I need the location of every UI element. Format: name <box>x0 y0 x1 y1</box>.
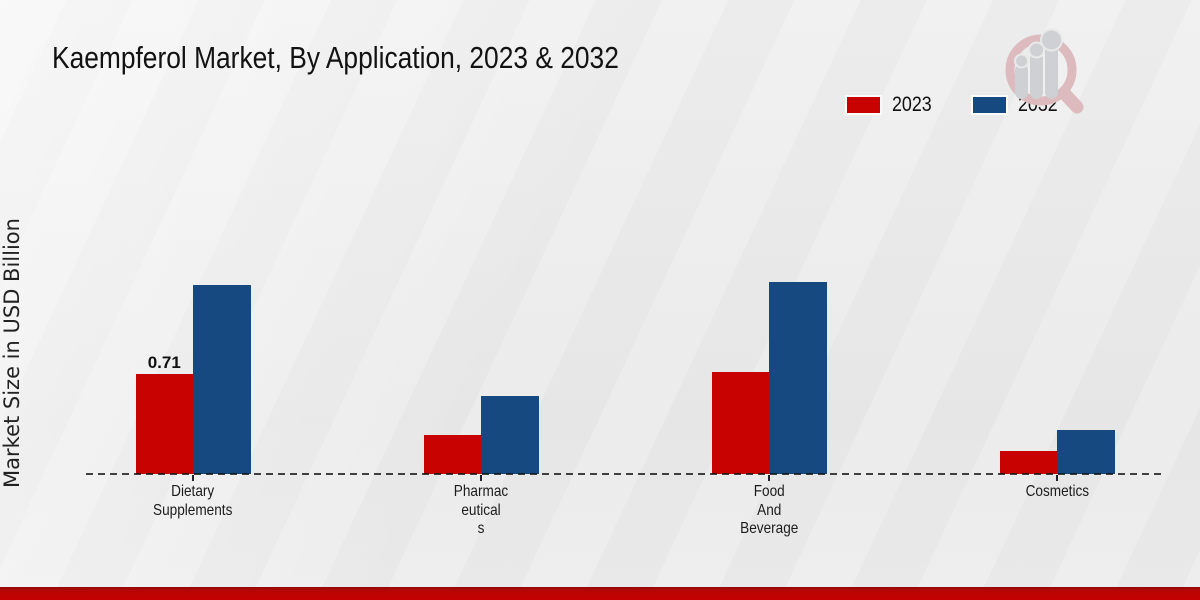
legend-item-2023: 2023 <box>845 94 939 115</box>
legend-label-2023: 2023 <box>892 93 932 116</box>
x-axis-label-text: Dietary Supplements <box>153 483 233 519</box>
baseline-dashed-line <box>86 473 1164 475</box>
legend-swatch-2032 <box>970 94 1008 115</box>
x-tick-food <box>768 475 770 481</box>
chart-title: Kaempferol Market, By Application, 2023 … <box>52 40 719 76</box>
x-axis-label-cosmetics: Cosmetics <box>977 483 1137 502</box>
legend: 2023 2032 <box>845 94 1064 115</box>
bar-2023-pharmac <box>423 434 481 474</box>
x-axis-label-text: Food And Beverage <box>739 483 799 537</box>
x-tick-pharmac <box>480 475 482 481</box>
bar-value-label-2023-dietary: 0.71 <box>147 352 181 372</box>
bar-2023-food <box>711 372 769 474</box>
bar-2023-cosmetics <box>999 451 1057 474</box>
x-axis-label-text: Cosmetics <box>1025 483 1089 500</box>
bar-2032-dietary <box>193 285 251 474</box>
x-tick-dietary <box>192 475 194 481</box>
footer-red-strip <box>0 587 1200 600</box>
x-tick-cosmetics <box>1056 475 1058 481</box>
x-axis-label-text: Pharmac eutical s <box>453 483 509 537</box>
x-axis-label-pharmac: Pharmac eutical s <box>401 483 561 539</box>
magnifier-bar-chart-logo-icon <box>1005 28 1084 114</box>
legend-swatch-2023 <box>845 94 882 115</box>
bar-2032-cosmetics <box>1057 430 1115 474</box>
x-axis-label-dietary: Dietary Supplements <box>113 483 273 520</box>
bar-2032-pharmac <box>481 396 539 474</box>
bar-2023-dietary <box>135 373 193 474</box>
x-axis-label-food: Food And Beverage <box>689 483 849 539</box>
chart-title-text: Kaempferol Market, By Application, 2023 … <box>52 40 619 75</box>
bar-2032-food <box>769 282 827 474</box>
